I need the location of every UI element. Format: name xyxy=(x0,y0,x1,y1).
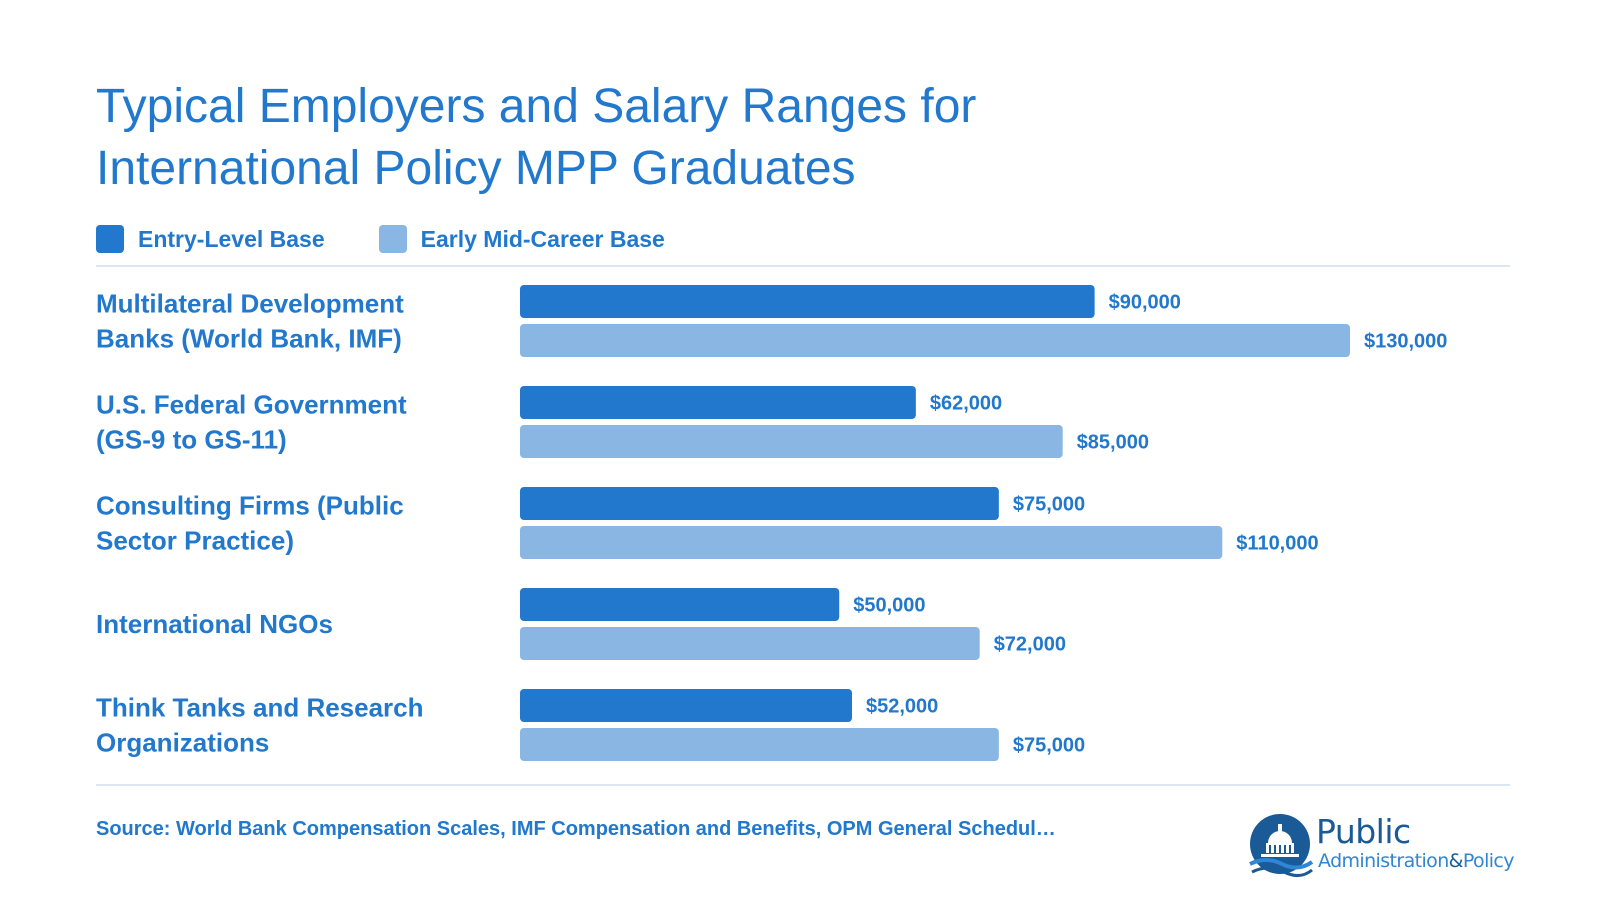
logo-word-administration: Administration xyxy=(1318,850,1449,872)
legend-label-mid: Early Mid-Career Base xyxy=(420,225,665,252)
category-label-line: International NGOs xyxy=(96,609,333,639)
value-label: $72,000 xyxy=(994,634,1066,656)
category-label-line: Think Tanks and Research xyxy=(96,693,424,723)
capitol-dome-icon xyxy=(1249,814,1314,877)
category-label: International NGOs xyxy=(96,609,333,639)
category-label: Consulting Firms (Public Sector Practice) xyxy=(96,491,404,556)
category-label-line: Banks (World Bank, IMF) xyxy=(96,324,402,354)
bar-mid-career xyxy=(520,425,1063,458)
logo-word-line2: Administration&Policy xyxy=(1318,850,1515,872)
value-label: $52,000 xyxy=(866,696,938,718)
source-note: Source: World Bank Compensation Scales, … xyxy=(96,818,1056,840)
category-label-line: U.S. Federal Government xyxy=(96,390,407,420)
category-label-line: (GS-9 to GS-11) xyxy=(96,425,287,455)
category-label: U.S. Federal Government (GS-9 to GS-11) xyxy=(96,390,407,455)
value-label: $50,000 xyxy=(853,595,925,617)
value-label: $75,000 xyxy=(1013,494,1085,516)
logo-ampersand: & xyxy=(1448,850,1464,872)
category-label-line: Consulting Firms (Public xyxy=(96,491,404,521)
value-label: $130,000 xyxy=(1364,331,1447,353)
bar-mid-career xyxy=(520,627,980,660)
legend: Entry-Level Base Early Mid-Career Base xyxy=(96,224,719,254)
bar-mid-career xyxy=(520,324,1350,357)
category-label-line: Sector Practice) xyxy=(96,526,294,556)
category-label-line: Multilateral Development xyxy=(96,289,404,319)
bar-entry-level xyxy=(520,487,999,520)
value-label: $85,000 xyxy=(1077,432,1149,454)
bar-entry-level xyxy=(520,386,916,419)
top-divider xyxy=(96,265,1510,267)
value-label: $75,000 xyxy=(1013,735,1085,757)
bar-entry-level xyxy=(520,285,1095,318)
bar-mid-career xyxy=(520,728,999,761)
value-label: $62,000 xyxy=(930,393,1002,415)
bottom-divider xyxy=(96,784,1510,786)
legend-swatch-mid xyxy=(378,225,407,253)
bar-entry-level xyxy=(520,588,840,621)
category-label: Think Tanks and Research Organizations xyxy=(96,693,424,758)
legend-item-entry: Entry-Level Base xyxy=(96,225,325,253)
legend-swatch-entry xyxy=(96,225,124,253)
logo: Public Administration&Policy xyxy=(1248,812,1518,880)
bar-mid-career xyxy=(520,526,1223,559)
category-label: Multilateral Development Banks (World Ban… xyxy=(96,289,404,354)
bar-entry-level xyxy=(520,689,852,722)
category-label-line: Organizations xyxy=(96,728,269,758)
title-line-2: International Policy MPP Graduates xyxy=(96,142,856,195)
logo-word-public: Public xyxy=(1316,812,1411,851)
legend-label-entry: Entry-Level Base xyxy=(138,225,325,252)
chart-title: Typical Employers and Salary Ranges for … xyxy=(96,76,1196,200)
value-label: $110,000 xyxy=(1236,533,1318,555)
title-line-1: Typical Employers and Salary Ranges for xyxy=(96,80,977,133)
value-label: $90,000 xyxy=(1109,292,1181,314)
logo-word-policy: Policy xyxy=(1462,850,1515,872)
legend-item-mid: Early Mid-Career Base xyxy=(378,225,665,253)
